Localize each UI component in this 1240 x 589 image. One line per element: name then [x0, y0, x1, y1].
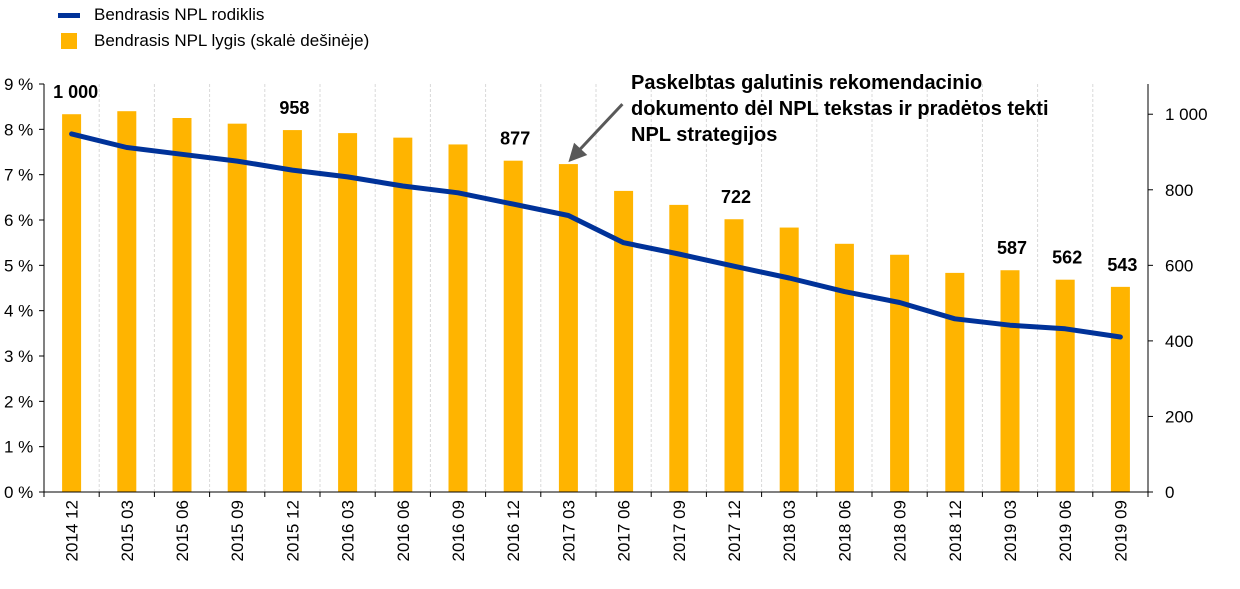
left-tick-label: 7 %	[4, 166, 33, 185]
x-tick-label: 2018 09	[891, 500, 910, 561]
annotation-line: dokumento dėl NPL tekstas ir pradėtos te…	[631, 98, 1049, 120]
bar-data-label: 543	[1107, 255, 1137, 275]
annotation-text: Paskelbtas galutinis rekomendacinio doku…	[631, 70, 1171, 148]
bar	[834, 243, 854, 492]
bar	[62, 114, 82, 492]
arrow-head	[568, 142, 588, 163]
legend-bar-swatch	[61, 33, 77, 49]
left-tick-label: 0 %	[4, 483, 33, 502]
legend-bar-label: Bendrasis NPL lygis (skalė dešinėje)	[94, 31, 370, 50]
x-tick-label: 2018 06	[835, 500, 854, 561]
left-tick-label: 1 %	[4, 438, 33, 457]
left-tick-label: 4 %	[4, 302, 33, 321]
bar	[1055, 279, 1075, 492]
bar-series	[62, 111, 1130, 493]
bar	[282, 130, 302, 493]
annotation-line: Paskelbtas galutinis rekomendacinio	[631, 72, 983, 94]
x-tick-label: 2019 03	[1001, 500, 1020, 561]
bar-data-label: 722	[721, 187, 751, 207]
x-tick-label: 2015 12	[283, 500, 302, 561]
right-tick-label: 1 000	[1165, 105, 1208, 124]
bar-data-label: 587	[997, 238, 1027, 258]
x-tick-label: 2016 06	[394, 500, 413, 561]
right-tick-label: 200	[1165, 407, 1193, 426]
legend: Bendrasis NPL rodiklis Bendrasis NPL lyg…	[58, 2, 369, 54]
bar	[448, 144, 468, 492]
annotation-line: NPL strategijos	[631, 124, 778, 146]
grid-lines	[98, 84, 1094, 492]
bar	[945, 272, 965, 492]
x-tick-label: 2017 12	[725, 500, 744, 561]
left-tick-label: 9 %	[4, 75, 33, 94]
arrow-shaft	[576, 103, 624, 154]
left-tick-label: 5 %	[4, 256, 33, 275]
x-tick-label: 2016 09	[449, 500, 468, 561]
bar	[724, 219, 744, 492]
x-tick-label: 2017 06	[615, 500, 634, 561]
right-tick-label: 400	[1165, 332, 1193, 351]
legend-line-swatch	[58, 12, 80, 18]
left-axis-ticks: 0 % 1 % 2 % 3 % 4 % 5 % 6 % 7 % 8 % 9 %	[4, 75, 44, 502]
right-tick-label: 600	[1165, 256, 1193, 275]
right-axis-ticks: 0 200 400 600 800 1 000	[1148, 105, 1208, 502]
bar-data-label: 877	[500, 129, 530, 149]
left-tick-label: 2 %	[4, 392, 33, 411]
legend-item-line: Bendrasis NPL rodiklis	[58, 2, 369, 28]
bar	[393, 137, 413, 492]
bar	[503, 160, 523, 492]
x-tick-label: 2019 09	[1111, 500, 1130, 561]
x-tick-label: 2015 06	[173, 500, 192, 561]
left-tick-label: 8 %	[4, 120, 33, 139]
x-tick-label: 2019 06	[1056, 500, 1075, 561]
bar	[779, 227, 799, 493]
bar	[558, 164, 578, 493]
x-tick-label: 2017 03	[559, 500, 578, 561]
x-axis-ticks: 2014 12 2015 03 2015 06 2015 09 2015 12 2016 …	[43, 492, 1149, 561]
right-tick-label: 800	[1165, 181, 1193, 200]
x-tick-label: 2016 12	[504, 500, 523, 561]
bar-data-label: 958	[279, 98, 309, 118]
x-tick-label: 2014 12	[63, 500, 82, 561]
line-series	[69, 131, 1123, 340]
bar-data-labels: 1 000 958 877 722 587 562 543	[53, 82, 1137, 275]
bar	[1110, 286, 1130, 492]
x-tick-label: 2017 09	[670, 500, 689, 561]
bar	[117, 111, 137, 492]
bar	[614, 190, 634, 492]
legend-line-label: Bendrasis NPL rodiklis	[94, 5, 265, 24]
x-tick-label: 2018 03	[780, 500, 799, 561]
bar	[172, 118, 192, 492]
bar-data-label: 1 000	[53, 82, 98, 102]
bar	[227, 123, 247, 493]
right-tick-label: 0	[1165, 483, 1174, 502]
bar-data-label: 562	[1052, 248, 1082, 268]
annotation-arrow	[568, 103, 624, 163]
bar	[669, 204, 689, 492]
x-tick-label: 2016 03	[339, 500, 358, 561]
bar	[1000, 270, 1020, 492]
left-tick-label: 3 %	[4, 347, 33, 366]
series-line	[69, 131, 1123, 340]
x-tick-label: 2015 09	[228, 500, 247, 561]
bar	[338, 133, 358, 492]
x-tick-label: 2018 12	[946, 500, 965, 561]
bar	[890, 254, 910, 492]
left-tick-label: 6 %	[4, 211, 33, 230]
legend-item-bar: Bendrasis NPL lygis (skalė dešinėje)	[58, 28, 369, 54]
x-tick-label: 2015 03	[118, 500, 137, 561]
